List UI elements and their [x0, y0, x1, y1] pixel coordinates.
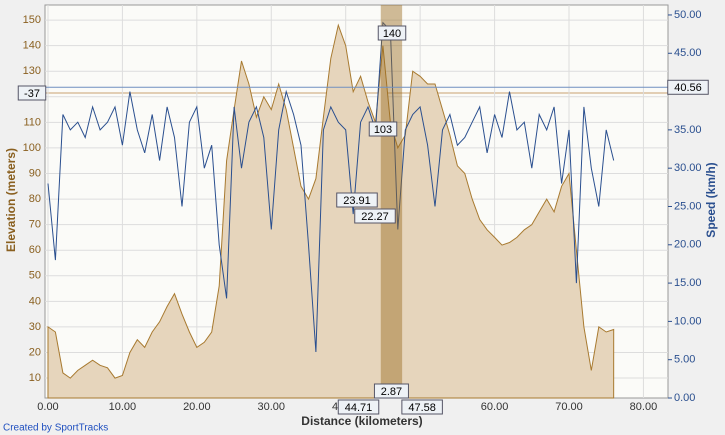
elevation-start-label: 140: [383, 28, 401, 40]
selection-end-label: 47.58: [408, 402, 436, 414]
x-axis-title: Distance (kilometers): [301, 414, 422, 428]
y2-tick-label: 5.00: [674, 354, 695, 366]
y-tick-label: 40: [29, 295, 41, 307]
selection-band: [380, 5, 403, 398]
speed-end-label: 22.27: [361, 211, 389, 223]
y2-tick-label: 35.00: [674, 124, 702, 136]
elevation-area: [47, 23, 615, 399]
y2-tick-label: 50.00: [674, 9, 702, 21]
x-tick-label: 20.00: [183, 401, 211, 413]
selection-distance-label: 2.87: [381, 386, 402, 398]
y-tick-label: 150: [23, 14, 41, 26]
y2-tick-label: 25.00: [674, 200, 702, 212]
selection-end-label-box: [401, 399, 443, 415]
y2-tick-label: 30.00: [674, 162, 702, 174]
elevation-end-label: 103: [374, 124, 392, 136]
y2-tick-label: 45.00: [674, 47, 702, 59]
y-tick-label: 20: [29, 346, 41, 358]
speed-end-label-box: [354, 208, 396, 224]
speed-start-label: 23.91: [343, 195, 371, 207]
elevation-start-label-box: [377, 25, 407, 41]
speed-reference-label-box: [667, 79, 709, 95]
x-tick-label: 30.00: [258, 401, 286, 413]
y-tick-label: 80: [29, 193, 41, 205]
y-tick-label: 50: [29, 270, 41, 282]
x-tick-label: 0.00: [37, 401, 58, 413]
y-tick-label: 70: [29, 219, 41, 231]
speed-reference-label: 40.56: [674, 82, 702, 94]
y-tick-label: 140: [23, 40, 41, 52]
y-tick-label: 100: [23, 142, 41, 154]
y2-tick-label: 0.00: [674, 392, 695, 404]
y-axis-title: Elevation (meters): [4, 148, 18, 252]
x-tick-label: 60.00: [481, 401, 509, 413]
elevation-change-label: -37: [24, 88, 40, 100]
elevation-end-label-box: [368, 121, 398, 137]
x-tick-label: 80.00: [630, 401, 658, 413]
x-tick-label: 10.00: [109, 401, 137, 413]
selection-start-label-box: [337, 399, 380, 415]
x-tick-label: 70.00: [555, 401, 583, 413]
speed-line: [47, 21, 615, 353]
y-tick-label: 30: [29, 321, 41, 333]
elevation-change-label-box: [17, 85, 47, 101]
y2-tick-label: 20.00: [674, 239, 702, 251]
selection-start-label: 44.71: [345, 402, 373, 414]
y-tick-label: 60: [29, 244, 41, 256]
y-tick-label: 10: [29, 372, 41, 384]
y-tick-label: 110: [23, 116, 41, 128]
y-tick-label: 90: [29, 167, 41, 179]
y2-axis-title: Speed (km/h): [704, 162, 718, 237]
y2-tick-label: 15.00: [674, 277, 702, 289]
speed-start-label-box: [336, 192, 378, 208]
y-tick-label: 130: [23, 65, 41, 77]
selection-distance-label-box: [373, 383, 409, 399]
footer[interactable]: Created by SportTracks: [3, 423, 108, 434]
y2-tick-label: 10.00: [674, 315, 702, 327]
